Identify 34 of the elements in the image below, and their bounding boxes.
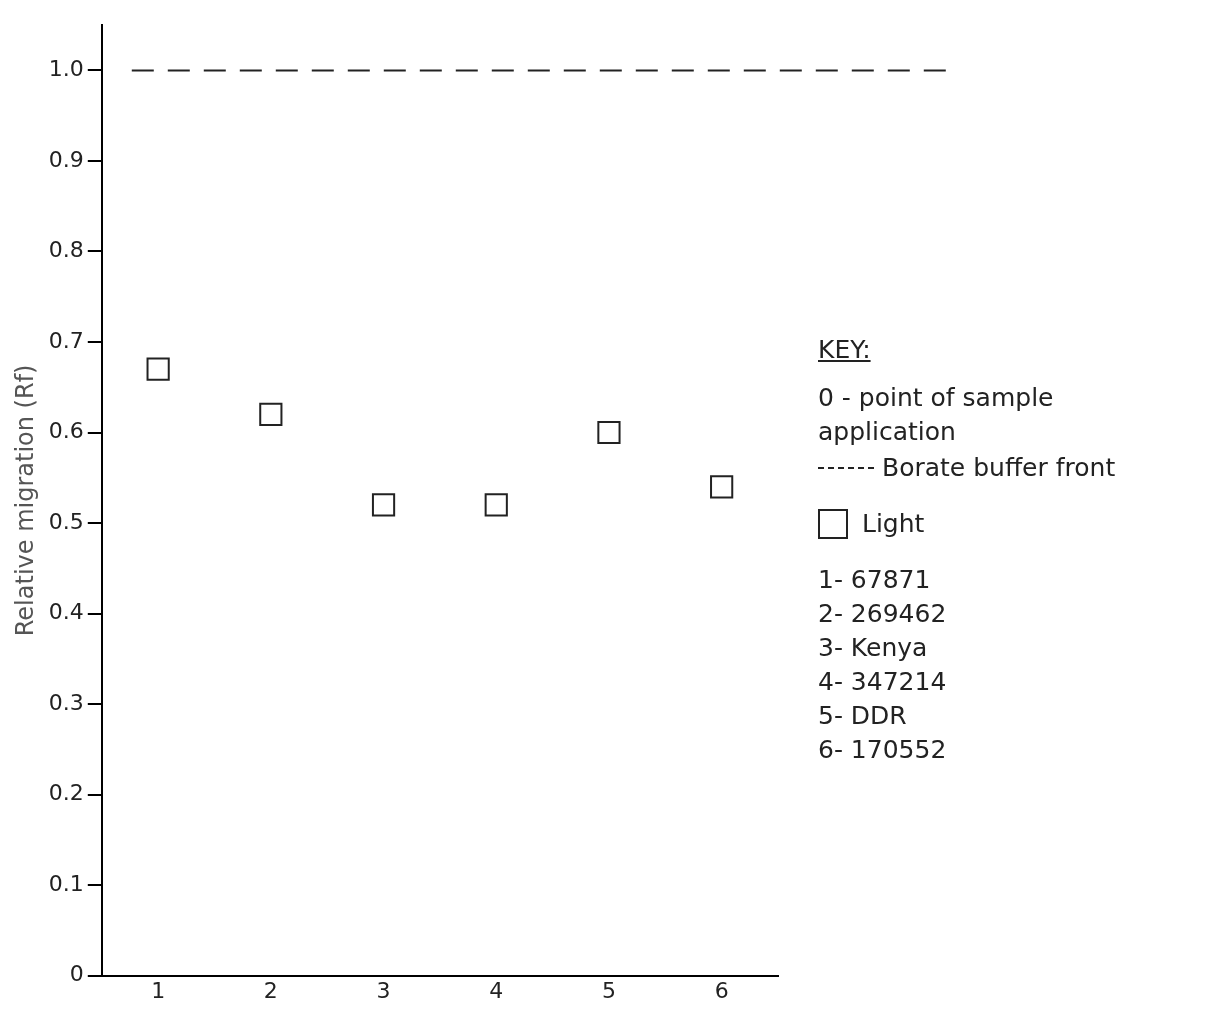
y-tick-label: 0.2 [48, 780, 84, 806]
legend-label: Light [862, 508, 925, 540]
y-tick-label: 0.3 [48, 689, 84, 715]
point [597, 420, 621, 445]
point [710, 475, 734, 499]
x-tick-label: 3 [376, 977, 391, 1003]
y-tick-label: 0.1 [48, 870, 84, 896]
y-tick-label: 0.9 [48, 146, 84, 172]
point [146, 357, 170, 381]
text: 0 - point of sample application [818, 382, 1055, 448]
text: KEY: [818, 334, 872, 366]
y-axis-title: Relative migration (Rf) [10, 364, 39, 637]
point [484, 493, 508, 517]
text: 3- Kenya [818, 632, 929, 664]
y-tick-label: 0.4 [48, 599, 84, 625]
text: 2- 269462 [818, 598, 948, 630]
point [371, 493, 396, 517]
x-tick-label: 6 [714, 977, 729, 1003]
y-tick-label: 0.7 [48, 327, 84, 353]
y-tick-label: 0 [69, 961, 84, 987]
text: 1- 67871 [818, 564, 932, 596]
text: 4- 347214 [818, 666, 948, 698]
y-tick-label: 0.6 [48, 418, 84, 444]
point [259, 402, 283, 427]
y-tick-label: 0.5 [48, 508, 84, 534]
text: 5- DDR [818, 700, 908, 732]
x-tick-label: 2 [263, 977, 278, 1003]
x-tick-label: 5 [601, 977, 616, 1003]
legend-label: Borate buffer front [882, 452, 1116, 484]
x-tick-label: 1 [151, 977, 166, 1003]
x-tick-label: 4 [489, 977, 504, 1003]
text: 6- 170552 [818, 734, 948, 766]
y-tick-label: 1.0 [48, 56, 84, 82]
y-tick-label: 0.8 [48, 237, 84, 263]
